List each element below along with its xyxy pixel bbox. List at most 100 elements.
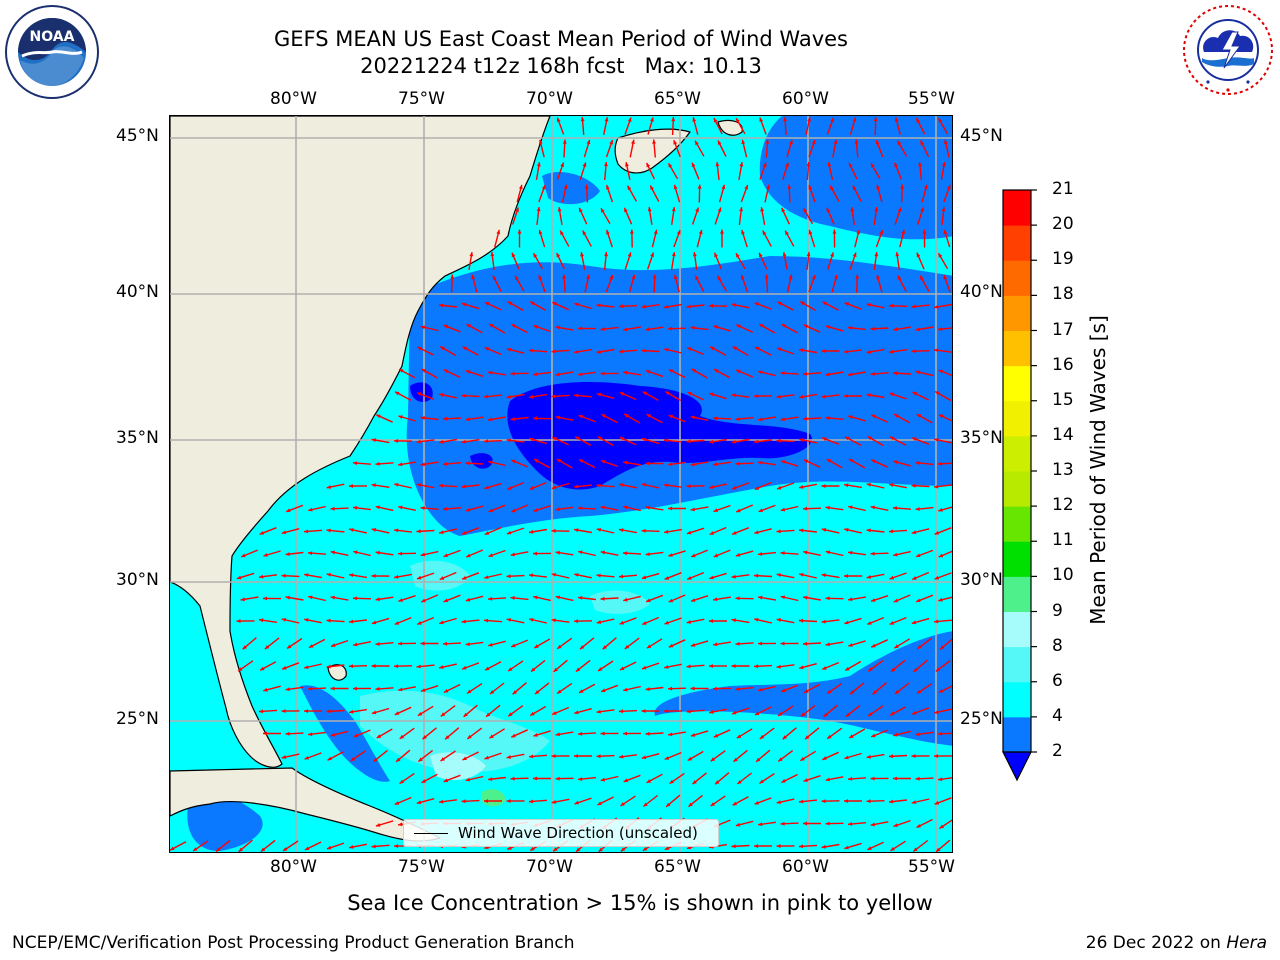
colorbar-bin (1003, 646, 1031, 683)
wave-direction-arrow (583, 139, 591, 158)
wave-direction-arrow (582, 230, 592, 247)
wave-direction-arrow (440, 705, 456, 717)
wave-direction-arrow (286, 637, 303, 650)
wave-direction-arrow (580, 116, 585, 136)
wave-direction-arrow (642, 794, 659, 808)
wave-direction-arrow (242, 637, 257, 650)
wave-direction-arrow (827, 162, 834, 180)
wave-direction-arrow (620, 795, 636, 807)
wave-direction-arrow (304, 663, 322, 669)
wave-direction-arrow (439, 799, 457, 804)
wave-direction-arrow (605, 274, 614, 293)
wave-direction-arrow (618, 304, 638, 309)
wave-direction-arrow (844, 302, 862, 310)
colorbar-bin (1003, 225, 1031, 261)
wave-direction-arrow (934, 484, 952, 489)
wave-direction-arrow (439, 345, 457, 357)
wave-direction-arrow (804, 727, 820, 740)
wave-direction-arrow (895, 251, 900, 271)
wave-direction-arrow (506, 527, 525, 535)
wave-direction-arrow (776, 438, 795, 443)
wave-direction-arrow (622, 326, 642, 332)
wave-direction-arrow (507, 300, 524, 312)
wave-direction-arrow (799, 300, 817, 312)
wave-direction-arrow (870, 729, 889, 738)
wave-direction-arrow (465, 416, 484, 422)
wave-direction-arrow (421, 368, 438, 379)
wave-direction-arrow (754, 439, 772, 444)
wave-direction-arrow (580, 252, 586, 270)
wave-direction-arrow (420, 325, 439, 332)
wave-direction-arrow (552, 436, 569, 446)
wave-direction-arrow (915, 594, 934, 603)
wave-direction-arrow (528, 348, 548, 353)
wave-direction-arrow (483, 394, 503, 399)
wave-direction-arrow (622, 731, 642, 736)
wave-direction-arrow (619, 617, 637, 625)
wave-direction-arrow (307, 686, 327, 691)
wave-direction-arrow (821, 349, 840, 353)
lon-label-bottom-60w: 60°W (782, 857, 829, 877)
wave-direction-arrow (757, 551, 777, 556)
wave-direction-arrow (844, 660, 862, 672)
wave-direction-arrow (463, 704, 478, 718)
wave-direction-arrow (855, 274, 860, 293)
sea-ice-note: Sea Ice Concentration > 15% is shown in … (347, 891, 933, 915)
wave-direction-arrow (510, 776, 529, 781)
wave-direction-arrow (687, 391, 704, 401)
wave-direction-arrow (281, 709, 300, 713)
wave-direction-arrow (416, 664, 435, 669)
wave-direction-arrow (808, 274, 816, 293)
wave-direction-arrow (777, 301, 794, 311)
wave-direction-arrow (822, 301, 839, 311)
wave-direction-arrow (938, 369, 952, 377)
wave-direction-arrow (443, 594, 461, 603)
wave-direction-arrow (578, 414, 596, 423)
wave-direction-arrow (577, 326, 597, 331)
colorbar-tick-label: 9 (1052, 600, 1063, 621)
lat-label-left-30n: 30°N (116, 570, 159, 590)
colorbar-tick-label: 18 (1052, 284, 1074, 305)
wave-direction-arrow (938, 777, 952, 782)
wave-direction-arrow (738, 207, 743, 225)
wave-direction-arrow (844, 528, 862, 534)
wave-direction-arrow (733, 749, 748, 763)
colorbar-tick-label: 20 (1052, 214, 1074, 235)
wave-direction-arrow (601, 413, 618, 424)
wave-direction-arrow (825, 550, 844, 557)
wave-direction-arrow (786, 139, 793, 158)
wave-direction-arrow (506, 393, 525, 399)
wave-direction-arrow (850, 206, 855, 226)
wave-direction-arrow (573, 348, 593, 354)
wave-direction-arrow (709, 708, 727, 714)
wave-direction-arrow (915, 326, 934, 332)
wave-direction-arrow (625, 162, 631, 180)
wave-direction-arrow (781, 207, 790, 225)
wave-direction-arrow (420, 641, 439, 646)
wave-direction-arrow (483, 618, 503, 623)
wave-direction-arrow (555, 325, 574, 331)
wave-direction-arrow (488, 640, 506, 647)
wave-direction-arrow (690, 595, 709, 602)
wave-direction-arrow (579, 162, 587, 180)
wave-direction-arrow (579, 637, 595, 650)
wave-direction-arrow (506, 574, 525, 579)
wave-direction-arrow (555, 776, 574, 781)
wave-direction-arrow (709, 392, 727, 400)
wave-direction-arrow (397, 551, 417, 556)
chart-subtitle: 20221224 t12z 168h fcst Max: 10.13 (360, 54, 762, 78)
wave-direction-arrow (641, 304, 660, 309)
wave-direction-arrow (641, 483, 660, 489)
wave-direction-arrow (780, 551, 799, 555)
wave-direction-arrow (798, 799, 818, 804)
wave-direction-arrow (484, 482, 502, 490)
wave-direction-arrow (754, 346, 772, 356)
wave-direction-arrow (623, 595, 641, 602)
wave-direction-arrow (825, 325, 844, 332)
wave-direction-arrow (894, 117, 901, 135)
wave-direction-arrow (759, 727, 775, 740)
wave-direction-arrow (584, 184, 589, 203)
wave-direction-arrow (510, 639, 529, 648)
wave-direction-arrow (259, 661, 277, 671)
wave-direction-arrow (600, 505, 619, 511)
